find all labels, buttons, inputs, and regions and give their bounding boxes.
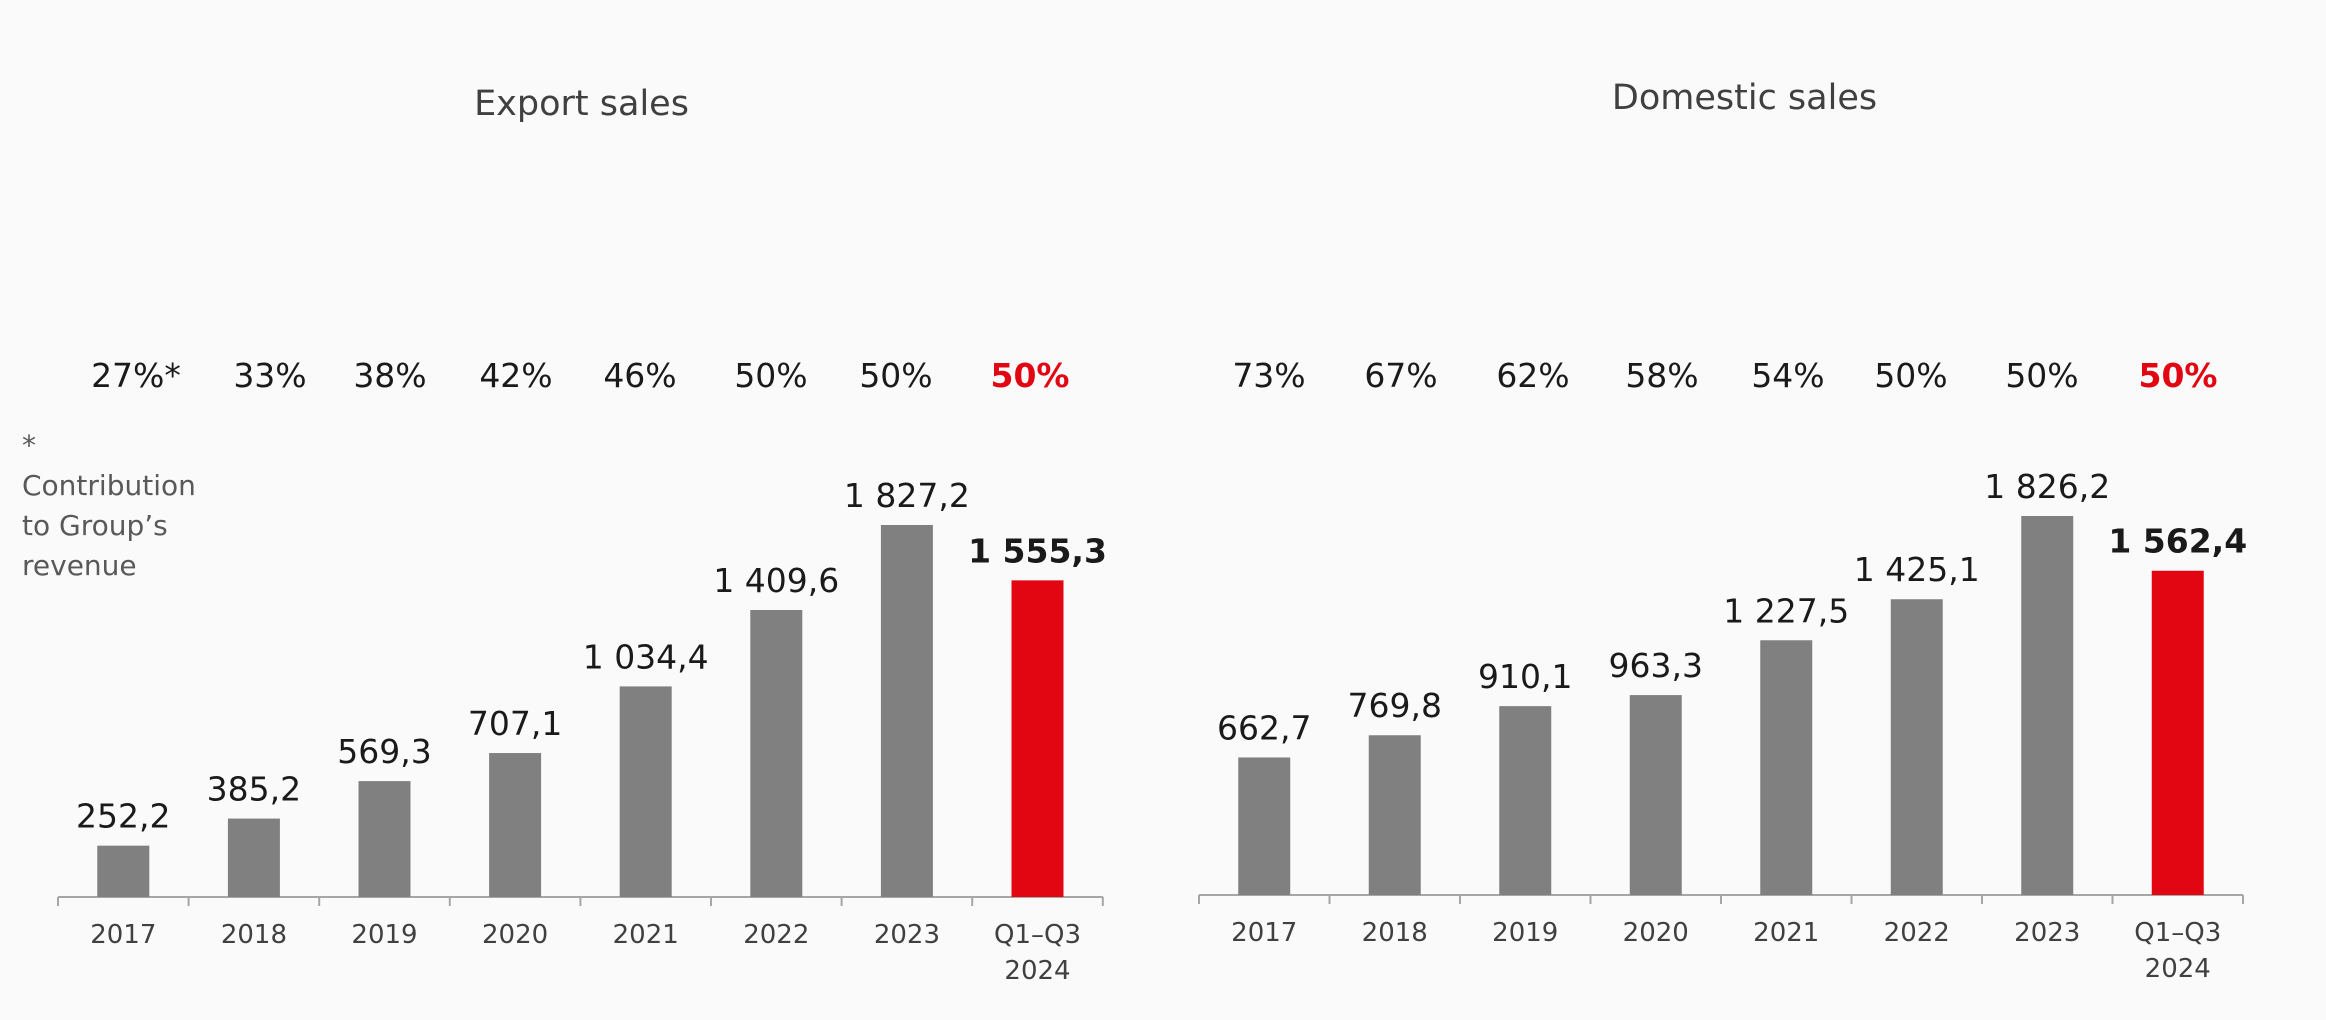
data-label: 1 562,4: [2108, 522, 2247, 561]
x-tick-label-line: 2023: [2014, 918, 2080, 948]
footnote-marker: *: [22, 429, 36, 462]
x-tick-label-line: 2018: [221, 920, 287, 950]
data-label: 569,3: [337, 732, 431, 771]
share-label: 50%: [2139, 356, 2218, 395]
bar: [1238, 757, 1291, 895]
x-tick-label: 2020: [482, 920, 548, 950]
bar: [227, 818, 280, 897]
x-tick-label: 2019: [351, 920, 417, 950]
x-tick-label: 2023: [2014, 918, 2080, 948]
x-tick-label: 2017: [1231, 918, 1297, 948]
bar: [1499, 706, 1552, 895]
data-label: 1 409,6: [713, 561, 839, 600]
share-label: 33%: [233, 356, 306, 395]
data-label: 1 227,5: [1723, 591, 1849, 630]
data-label: 910,1: [1478, 657, 1572, 696]
bar: [489, 753, 542, 897]
share-label: 62%: [1496, 356, 1569, 395]
x-tick-label: 2021: [613, 920, 679, 950]
data-label: 707,1: [468, 704, 562, 743]
share-label: 67%: [1364, 356, 1437, 395]
x-tick-label-line: Q1–Q3: [994, 920, 1081, 950]
share-label: 50%: [734, 356, 807, 395]
x-tick-label-line: 2019: [351, 920, 417, 950]
export-sales-chart: 252,2 2017 27%* 385,2 2018 33% 569,3 2019 38% 707…: [57, 356, 1107, 986]
x-tick-label: 2018: [221, 920, 287, 950]
x-tick-label-line: 2019: [1492, 918, 1558, 948]
bar: [1368, 735, 1421, 895]
domestic-sales-chart: 662,7 2017 73% 769,8 2018 67% 910,1 2019 62% 963,…: [1198, 356, 2247, 984]
share-label: 58%: [1625, 356, 1698, 395]
x-tick-label: Q1–Q3 2024: [994, 920, 1081, 986]
bar: [1890, 599, 1943, 895]
data-label: 252,2: [76, 797, 170, 836]
data-label: 385,2: [207, 770, 301, 809]
bar-highlight: [1011, 580, 1064, 897]
x-tick-label: 2019: [1492, 918, 1558, 948]
share-label: 54%: [1751, 356, 1824, 395]
x-tick-label-line: 2021: [613, 920, 679, 950]
data-label: 1 826,2: [1984, 467, 2110, 506]
share-label: 38%: [353, 356, 426, 395]
data-label: 1 034,4: [583, 637, 709, 676]
bar: [619, 686, 672, 897]
x-tick-label-line: 2024: [2145, 954, 2211, 984]
share-label: 50%: [2005, 356, 2078, 395]
x-tick-label: 2017: [90, 920, 156, 950]
export-sales-panel: Export sales 252,2 2017 27%* 385,2 2018 33% 56…: [22, 84, 1107, 986]
x-tick-label-line: 2024: [1004, 956, 1070, 986]
x-tick-label: 2018: [1362, 918, 1428, 948]
footnote: * Contribution to Group’s revenue: [22, 426, 212, 586]
bar: [358, 781, 411, 897]
x-tick-label-line: 2021: [1753, 918, 1819, 948]
data-label: 1 555,3: [968, 531, 1107, 570]
share-label: 50%: [859, 356, 932, 395]
x-tick-label-line: 2017: [1231, 918, 1297, 948]
x-tick-label-line: 2020: [482, 920, 548, 950]
share-label: 73%: [1232, 356, 1305, 395]
chart-title: Export sales: [474, 84, 689, 124]
x-tick-label: 2023: [874, 920, 940, 950]
x-tick-label-line: 2022: [743, 920, 809, 950]
share-label: 46%: [603, 356, 676, 395]
x-tick-label: 2020: [1623, 918, 1689, 948]
bar-highlight: [2151, 570, 2204, 895]
x-tick-label-line: 2020: [1623, 918, 1689, 948]
data-label: 1 827,2: [844, 476, 970, 515]
x-tick-label-line: 2018: [1362, 918, 1428, 948]
data-label: 662,7: [1217, 708, 1311, 747]
bar: [750, 610, 803, 897]
bar: [97, 845, 150, 897]
bar: [1629, 695, 1682, 895]
x-tick-label-line: 2017: [90, 920, 156, 950]
share-label: 50%: [991, 356, 1070, 395]
footnote-text: Contribution to Group’s revenue: [22, 469, 196, 582]
share-label: 27%*: [91, 356, 181, 395]
x-tick-label: Q1–Q3 2024: [2134, 918, 2221, 984]
bar: [880, 525, 933, 897]
bar: [2021, 516, 2074, 895]
data-label: 963,3: [1609, 646, 1703, 685]
x-tick-label-line: 2022: [1884, 918, 1950, 948]
x-tick-label: 2022: [743, 920, 809, 950]
x-tick-label-line: Q1–Q3: [2134, 918, 2221, 948]
bar: [1760, 640, 1813, 895]
data-label: 1 425,1: [1854, 550, 1980, 589]
x-tick-label-line: 2023: [874, 920, 940, 950]
share-label: 42%: [479, 356, 552, 395]
chart-title: Domestic sales: [1611, 78, 1878, 118]
data-label: 769,8: [1348, 686, 1442, 725]
domestic-sales-panel: Domestic sales 662,7 2017 73% 769,8 2018 67% 9…: [1163, 0, 2326, 1020]
x-tick-label: 2021: [1753, 918, 1819, 948]
x-tick-label: 2022: [1884, 918, 1950, 948]
share-label: 50%: [1874, 356, 1947, 395]
